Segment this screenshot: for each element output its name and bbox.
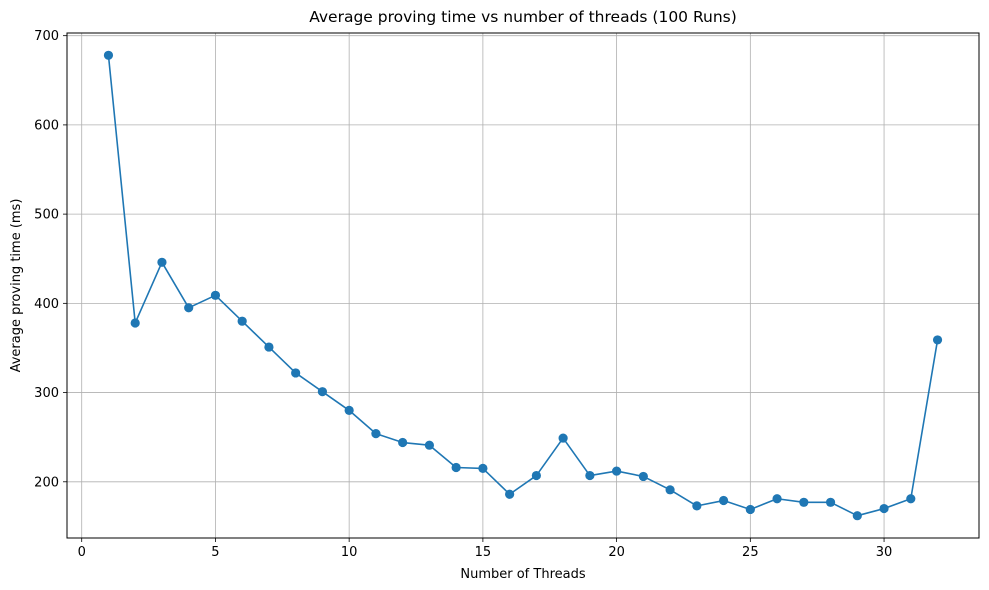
data-point — [692, 501, 702, 511]
y-tick-label: 600 — [34, 118, 59, 133]
data-point — [718, 495, 729, 506]
x-tick-label: 15 — [475, 545, 492, 560]
chart-title: Average proving time vs number of thread… — [309, 8, 737, 26]
x-axis-label: Number of Threads — [460, 567, 585, 582]
x-tick-label: 10 — [341, 545, 358, 560]
data-series — [103, 50, 943, 521]
data-point — [291, 368, 301, 378]
data-point — [745, 504, 755, 515]
y-axis-label: Average proving time (ms) — [9, 199, 24, 373]
data-point — [612, 466, 622, 476]
data-point — [772, 494, 782, 504]
data-point — [665, 485, 675, 495]
x-tick-label: 0 — [78, 545, 86, 560]
data-point — [585, 470, 595, 481]
data-point — [157, 257, 167, 267]
y-axis-ticks: 200 300 400 500 600 700 — [34, 29, 67, 490]
x-axis-ticks: 0 5 10 15 20 25 30 — [78, 538, 893, 560]
y-tick-label: 300 — [34, 386, 59, 401]
data-point — [130, 318, 140, 328]
x-tick-label: 30 — [876, 545, 893, 560]
data-point — [237, 316, 247, 326]
data-point — [638, 471, 648, 482]
data-point — [825, 497, 836, 507]
y-tick-label: 500 — [34, 208, 59, 223]
data-point — [398, 437, 408, 448]
x-tick-label: 25 — [742, 545, 759, 560]
data-point — [184, 303, 194, 313]
data-point — [210, 290, 221, 300]
data-point — [932, 335, 943, 345]
y-tick-label: 400 — [34, 297, 59, 312]
x-tick-label: 5 — [211, 545, 219, 560]
y-tick-label: 200 — [34, 475, 59, 490]
data-point — [103, 50, 114, 60]
data-point — [852, 511, 862, 521]
data-point — [478, 463, 488, 474]
y-tick-label: 700 — [34, 29, 59, 44]
data-point — [451, 462, 461, 473]
data-point — [879, 503, 889, 514]
data-point — [558, 433, 568, 443]
data-point — [344, 405, 354, 416]
plot-frame — [66, 32, 980, 539]
grid-lines — [67, 33, 979, 538]
data-point — [424, 440, 434, 450]
data-point — [317, 387, 328, 397]
data-point — [906, 494, 916, 504]
data-point — [531, 470, 541, 481]
x-tick-label: 20 — [608, 545, 625, 560]
data-point — [264, 342, 274, 352]
data-point — [799, 497, 809, 507]
data-point — [371, 429, 381, 439]
data-point — [505, 489, 515, 499]
